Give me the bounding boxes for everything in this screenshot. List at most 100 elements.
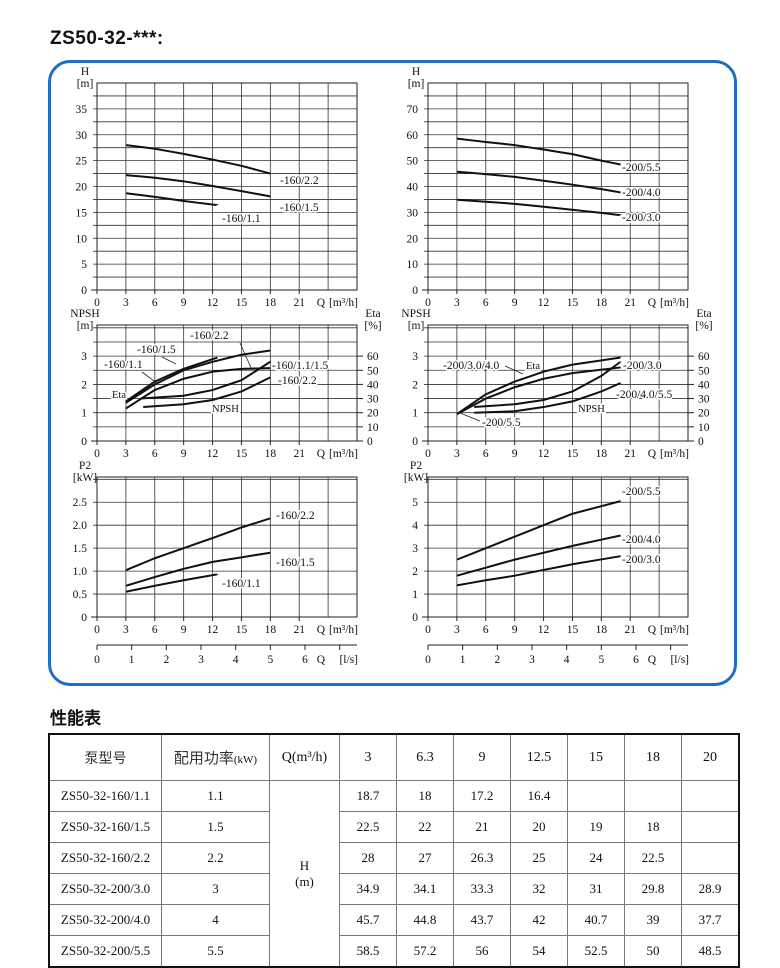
power-cell: 4 [161, 904, 270, 936]
y-tick-label: 0 [412, 436, 418, 448]
performance-table-title: 性能表 [50, 709, 101, 729]
head-value-cell: 18 [624, 811, 682, 843]
head-value-cell: 40.7 [567, 904, 625, 936]
curve-eta [125, 356, 218, 403]
head-value-cell [681, 811, 740, 843]
head-value-cell: 52.5 [567, 935, 625, 968]
x2-tick-label: 3 [198, 654, 204, 666]
head-value-cell: 39 [624, 904, 682, 936]
x2-tick-label: 4 [564, 654, 570, 666]
y-tick-label: 50 [407, 156, 419, 168]
curve-annotation: NPSH [578, 404, 605, 415]
series-label: -160/1.5 [276, 557, 315, 569]
x-tick-label: 15 [236, 448, 248, 460]
x-tick-label: 3 [454, 624, 460, 636]
table-row: ZS50-32-200/4.0 4 45.7 44.8 43.7 42 40.7 39 37.7 [48, 904, 740, 936]
model-cell: ZS50-32-200/4.0 [48, 904, 162, 936]
curve-line [456, 555, 621, 587]
curve-line [456, 534, 621, 577]
curve-eta [456, 366, 621, 416]
y2-tick-label: 30 [367, 394, 379, 406]
y-axis-label: H [412, 66, 420, 78]
curve-line [456, 170, 621, 194]
x2-axis-label: Q [648, 654, 657, 666]
y-tick-label: 1 [81, 408, 87, 420]
head-value-cell: 42 [510, 904, 568, 936]
x-tick-label: 18 [596, 448, 608, 460]
x-axis-unit: [m³/h] [329, 297, 358, 309]
series-label: -160/1.1 [222, 213, 261, 225]
y2-axis-label: Eta [365, 308, 380, 320]
y-tick-label: 4 [412, 520, 418, 532]
x-tick-label: 18 [265, 297, 277, 309]
y2-tick-label: 10 [698, 422, 710, 434]
head-value-cell: 22.5 [624, 842, 682, 874]
head-value-cell: 37.7 [681, 904, 740, 936]
y2-tick-label: 0 [367, 436, 373, 448]
y2-axis-unit: [%] [695, 320, 712, 332]
plot-frame [96, 324, 358, 442]
x-tick-label: 12 [207, 624, 219, 636]
head-value-cell [681, 842, 740, 874]
header-flow-value: 6.3 [396, 733, 454, 781]
x-tick-label: 3 [454, 448, 460, 460]
x-tick-label: 6 [152, 297, 158, 309]
y2-tick-label: 60 [698, 351, 710, 363]
y-axis-unit: [m] [408, 320, 425, 332]
x-tick-label: 15 [236, 624, 248, 636]
head-unit: (m) [295, 873, 314, 889]
header-flow-value: 9 [453, 733, 511, 781]
head-value-cell: 50 [624, 935, 682, 968]
head-value-cell: 22.5 [339, 811, 397, 843]
y-tick-label: 3 [81, 351, 87, 363]
x-tick-label: 3 [454, 297, 460, 309]
x-tick-label: 3 [123, 624, 129, 636]
table-row: ZS50-32-160/1.5 1.5 22.5 22 21 20 19 18 [48, 811, 740, 843]
plot-frame [96, 476, 358, 618]
curve-eta [456, 356, 621, 415]
y2-tick-label: 20 [698, 408, 710, 420]
curve-line [125, 174, 271, 198]
y-tick-label: 2 [81, 379, 87, 391]
y2-axis-unit: [%] [364, 320, 381, 332]
head-value-cell: 16.4 [510, 780, 568, 812]
head-label: H [299, 857, 310, 873]
x2-tick-label: 5 [267, 654, 273, 666]
y-tick-label: 0 [412, 612, 418, 624]
x-axis-label: Q [648, 448, 657, 460]
y-tick-label: 15 [76, 207, 88, 219]
head-value-cell: 56 [453, 935, 511, 968]
curve-line [456, 137, 621, 166]
x-axis-unit: [m³/h] [660, 624, 689, 636]
x-tick-label: 18 [596, 297, 608, 309]
x-tick-label: 21 [624, 297, 636, 309]
curve-annotation: NPSH [212, 404, 239, 415]
y-tick-label: 70 [407, 104, 419, 116]
header-power: 配用功率(kW) [161, 733, 270, 781]
x-tick-label: 0 [94, 448, 100, 460]
y-tick-label: 10 [76, 233, 88, 245]
y-tick-label: 30 [407, 207, 419, 219]
x2-tick-label: 2 [494, 654, 500, 666]
curve-line [125, 517, 271, 572]
head-value-cell: 34.9 [339, 873, 397, 905]
x-tick-label: 15 [567, 448, 579, 460]
head-value-cell: 45.7 [339, 904, 397, 936]
series-label: -200/3.0/4.0 [443, 360, 499, 372]
x2-tick-label: 0 [94, 654, 100, 666]
y-axis-unit: [kW] [73, 472, 97, 484]
curve-eta [125, 349, 271, 404]
power-cell: 2.2 [161, 842, 270, 874]
y-tick-label: 20 [76, 182, 88, 194]
header-flow-value: 3 [339, 733, 397, 781]
table-row: ZS50-32-200/5.5 5.5 58.5 57.2 56 54 52.5 50 48.5 [48, 935, 740, 968]
head-value-cell [567, 780, 625, 812]
curve-line [456, 500, 621, 561]
y-tick-label: 30 [76, 130, 88, 142]
head-value-cell: 29.8 [624, 873, 682, 905]
x-axis-label: Q [648, 624, 657, 636]
plot-frame [427, 324, 689, 442]
series-label: -200/5.5 [482, 417, 521, 429]
y2-tick-label: 0 [698, 436, 704, 448]
x2-tick-label: 0 [425, 654, 431, 666]
